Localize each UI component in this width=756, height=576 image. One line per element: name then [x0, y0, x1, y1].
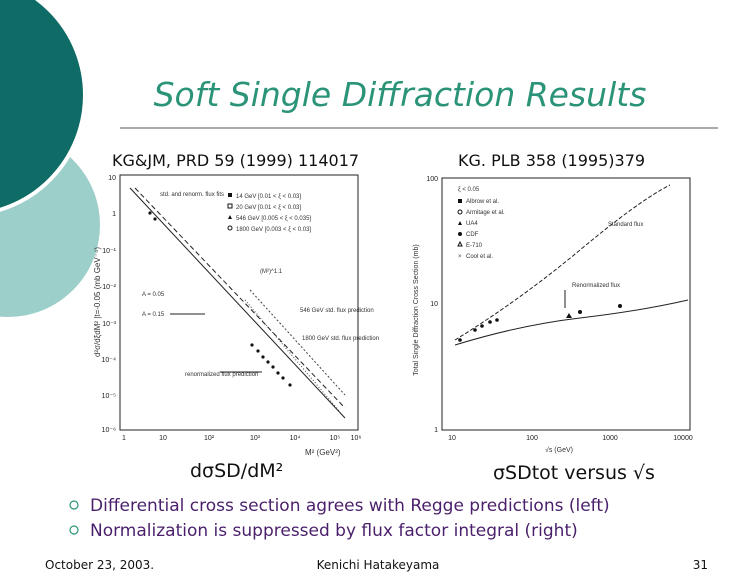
annotation: (M²)^1.1 — [260, 269, 283, 275]
title: Soft Single Diffraction Results — [154, 75, 647, 114]
footer-date: October 23, 2003. — [45, 558, 154, 572]
footer-author: Kenichi Hatakeyama — [317, 558, 440, 572]
y-tick-label: 100 — [426, 176, 438, 183]
y-tick-label: 1 — [112, 211, 116, 218]
x-label: M² (GeV²) — [305, 448, 341, 457]
annotation: 546 GeV std. flux prediction — [300, 308, 374, 314]
x-tick-label: 10000 — [673, 435, 693, 442]
legend-entry: E-710 — [466, 243, 483, 249]
x-tick-label: 10⁴ — [290, 435, 301, 442]
legend-marker — [457, 209, 463, 215]
annotation: A = 0.05 — [142, 292, 165, 298]
x-tick-label: 10² — [204, 435, 215, 442]
x-tick-label: 10 — [159, 435, 167, 442]
annotation: Standard flux — [608, 222, 643, 228]
y-tick-label: 1 — [434, 427, 438, 434]
plot-frame — [119, 174, 359, 431]
x-tick-label: 100 — [526, 435, 538, 442]
legend-entry: UA4 — [466, 221, 478, 227]
prediction-line — [249, 289, 346, 396]
y-label: Total Single Diffraction Cross Section (… — [413, 244, 420, 375]
legend-marker — [228, 215, 232, 219]
y-tick-label: 10⁻¹ — [102, 248, 116, 255]
y-tick-label: 10⁻⁶ — [102, 427, 116, 434]
caption: dσSD/dM² — [190, 460, 283, 482]
y-tick-label: 10 — [430, 301, 438, 308]
legend-marker — [457, 240, 463, 247]
reference: KG&JM, PRD 59 (1999) 114017 — [112, 151, 359, 170]
bullet-text: Normalization is suppressed by flux fact… — [90, 521, 578, 541]
legend-marker — [458, 221, 462, 225]
bullet — [69, 525, 79, 535]
legend-marker — [458, 232, 462, 236]
fit-line — [134, 187, 346, 409]
legend-marker: × — [458, 254, 462, 260]
deco-circle — [0, 0, 87, 212]
caption: σSDtot versus √s — [493, 462, 655, 484]
plot-frame — [441, 177, 691, 431]
right-plot: Total Single Diffraction Cross Section (… — [413, 176, 693, 454]
legend-entry: Cool et al. — [466, 254, 493, 260]
data-points — [148, 211, 292, 387]
annotation: 1800 GeV std. flux prediction — [302, 336, 379, 342]
x-tick-label: 10⁵ — [330, 435, 341, 442]
y-label: d²σ/dξdM² |t=-0.05 (mb GeV⁻⁴) — [93, 247, 102, 357]
annotation: Renormalized flux — [572, 283, 620, 289]
y-tick-label: 10⁻³ — [102, 321, 116, 328]
data-points — [458, 304, 622, 342]
legend-entry: ξ < 0.05 — [458, 187, 480, 193]
y-tick-label: 10⁻⁵ — [102, 393, 116, 400]
legend-marker — [458, 199, 462, 203]
x-tick-label: 1 — [122, 435, 126, 442]
legend-marker — [227, 203, 233, 209]
legend-entry: 546 GeV [0.005 < ξ < 0.035] — [236, 216, 311, 222]
x-tick-label: 10⁶ — [351, 435, 362, 442]
legend-marker — [228, 193, 232, 197]
y-tick-label: 10⁻⁴ — [102, 357, 117, 364]
legend-entry: 1800 GeV [0.003 < ξ < 0.03] — [236, 227, 311, 233]
prediction-line — [244, 299, 341, 413]
fit-line — [129, 187, 346, 419]
legend-entry: Armitage et al. — [466, 210, 505, 216]
x-tick-label: 10 — [448, 435, 456, 442]
renormalized-flux-line — [454, 299, 689, 346]
annotation: renormalized flux prediction — [185, 372, 258, 378]
legend-entry: Albrow et al. — [466, 199, 499, 205]
bullet-text: Differential cross section agrees with R… — [90, 496, 610, 516]
x-label: √s (GeV) — [545, 446, 573, 454]
annotation: std. and renorm. flux fits — [160, 192, 224, 198]
x-tick-label: 10³ — [250, 435, 261, 442]
legend-marker — [227, 225, 233, 231]
legend-entry: 20 GeV [0.01 < ξ < 0.03] — [236, 205, 301, 211]
left-plot: d²σ/dξdM² |t=-0.05 (mb GeV⁻⁴) 10 1 10⁻¹ … — [93, 174, 379, 457]
reference: KG. PLB 358 (1995)379 — [458, 151, 645, 170]
annotation: A = 0.15 — [142, 312, 165, 318]
standard-flux-line — [454, 184, 671, 341]
legend-entry: CDF — [466, 232, 479, 238]
legend-entry: 14 GeV [0.01 < ξ < 0.03] — [236, 194, 301, 200]
y-tick-label: 10⁻² — [102, 284, 116, 291]
y-tick-label: 10 — [108, 175, 116, 182]
bullet — [69, 500, 79, 510]
x-tick-label: 1000 — [602, 435, 618, 442]
page-number: 31 — [693, 558, 708, 572]
